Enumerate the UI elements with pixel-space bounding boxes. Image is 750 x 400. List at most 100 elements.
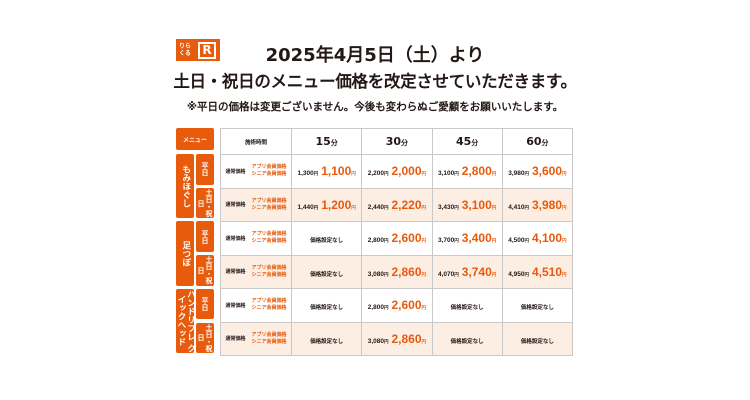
yen-unit: 円 bbox=[421, 305, 427, 311]
member-price-value: 2,600 bbox=[391, 298, 422, 313]
price-cell: 4,070円 3,740円 bbox=[431, 254, 503, 289]
minute-unit: 分 bbox=[541, 139, 549, 147]
yen-unit: 円 bbox=[384, 338, 389, 344]
price-type-cell: 通常価格 アプリ会員価格 シニア会員価格 bbox=[220, 187, 292, 222]
yen-unit: 円 bbox=[491, 171, 497, 177]
yen-unit: 円 bbox=[562, 271, 567, 277]
yen-unit: 円 bbox=[313, 204, 319, 210]
table-row: 通常価格 アプリ会員価格 シニア会員価格 価格設定なし 3,080円 2,860円 4,07… bbox=[220, 254, 574, 289]
member-price-value: 4,510 bbox=[532, 264, 563, 279]
duration-header: 15分 bbox=[290, 128, 363, 155]
member-price-value: 1,100 bbox=[321, 164, 352, 179]
price-cell: 3,100円 2,800円 bbox=[431, 154, 503, 189]
price-cell: 価格設定なし bbox=[501, 321, 574, 356]
senior-member-label: シニア会員価格 bbox=[251, 204, 287, 211]
member-price-value: 3,980 bbox=[532, 197, 563, 212]
regular-price-label: 通常価格 bbox=[225, 168, 246, 175]
yen-unit: 円 bbox=[384, 171, 389, 177]
price-cell: 価格設定なし bbox=[431, 288, 503, 323]
yen-unit: 円 bbox=[524, 271, 530, 277]
regular-price: 1,300円 bbox=[297, 170, 318, 177]
member-price-labels: アプリ会員価格 シニア会員価格 bbox=[252, 164, 287, 178]
senior-member-label: シニア会員価格 bbox=[251, 238, 287, 245]
regular-price-value: 1,440 bbox=[297, 203, 314, 211]
no-price-text: 価格設定なし bbox=[310, 305, 344, 312]
regular-price: 2,800円 bbox=[368, 237, 389, 244]
regular-price: 2,440円 bbox=[368, 204, 389, 211]
price-type-labels: 通常価格 アプリ会員価格 シニア会員価格 bbox=[222, 198, 291, 212]
yen-unit: 円 bbox=[421, 171, 427, 177]
member-price: 2,000円 bbox=[392, 164, 427, 178]
minute-unit: 分 bbox=[471, 139, 479, 147]
regular-price-value: 3,080 bbox=[367, 337, 384, 345]
no-price-text: 価格設定なし bbox=[450, 305, 484, 312]
duration-header: 60分 bbox=[501, 128, 574, 155]
yen-unit: 円 bbox=[351, 171, 356, 177]
yen-unit: 円 bbox=[562, 238, 567, 244]
no-price-text: 価格設定なし bbox=[310, 271, 344, 278]
price-cell: 1,300円 1,100円 bbox=[290, 154, 363, 189]
regular-price-value: 1,300 bbox=[297, 170, 314, 178]
duration-value: 60 bbox=[526, 135, 542, 148]
member-price-value: 3,100 bbox=[461, 197, 492, 212]
member-price-labels: アプリ会員価格 シニア会員価格 bbox=[252, 231, 287, 245]
note: ※平日の価格は変更ございません。今後も変わらぬご愛顧をお願いいたします。 bbox=[186, 101, 564, 113]
header-row: 施術時間 15分 30分 45分 60分 bbox=[220, 128, 574, 155]
yen-unit: 円 bbox=[562, 204, 567, 210]
member-price: 2,220円 bbox=[392, 198, 427, 212]
regular-price: 1,440円 bbox=[297, 204, 318, 211]
yen-unit: 円 bbox=[421, 271, 427, 277]
regular-price-value: 4,410 bbox=[508, 203, 525, 211]
yen-unit: 円 bbox=[384, 238, 389, 244]
yen-unit: 円 bbox=[421, 338, 427, 344]
member-price-value: 3,740 bbox=[461, 264, 492, 279]
senior-member-label: シニア会員価格 bbox=[251, 305, 287, 312]
price-cell: 1,440円 1,200円 bbox=[290, 187, 363, 222]
yen-unit: 円 bbox=[421, 204, 427, 210]
category-label: ハンドリフレ クイックヘッド bbox=[176, 288, 194, 354]
yen-unit: 円 bbox=[524, 238, 530, 244]
day-type-label: 土日・祝日 bbox=[196, 322, 214, 354]
member-price-value: 3,600 bbox=[532, 164, 563, 179]
duration-value: 30 bbox=[385, 135, 402, 148]
member-price-labels: アプリ会員価格 シニア会員価格 bbox=[252, 265, 287, 279]
price-cell: 2,440円 2,220円 bbox=[361, 187, 433, 222]
member-price-value: 1,200 bbox=[321, 197, 352, 212]
member-price: 3,740円 bbox=[462, 265, 497, 279]
minute-unit: 分 bbox=[330, 139, 338, 147]
regular-price-value: 3,980 bbox=[508, 170, 525, 178]
member-price-labels: アプリ会員価格 シニア会員価格 bbox=[252, 332, 287, 346]
category-label: もみほぐし bbox=[176, 154, 194, 219]
member-price-value: 4,100 bbox=[532, 231, 563, 246]
table-row: 通常価格 アプリ会員価格 シニア会員価格 価格設定なし 2,800円 2,600円 3,70… bbox=[220, 221, 574, 256]
regular-price-value: 4,950 bbox=[508, 270, 525, 278]
member-price: 1,100円 bbox=[321, 164, 356, 178]
price-cell: 3,980円 3,600円 bbox=[501, 154, 574, 189]
regular-price: 2,200円 bbox=[368, 170, 389, 177]
price-cell: 2,800円 2,600円 bbox=[361, 288, 433, 323]
price-cell: 3,700円 3,400円 bbox=[431, 221, 503, 256]
regular-price-value: 3,080 bbox=[367, 270, 384, 278]
day-type-label: 平日 bbox=[196, 154, 214, 185]
logo-mark: R bbox=[198, 41, 216, 59]
price-type-cell: 通常価格 アプリ会員価格 シニア会員価格 bbox=[220, 321, 292, 356]
yen-unit: 円 bbox=[351, 204, 356, 210]
member-price: 3,980円 bbox=[532, 198, 567, 212]
regular-price-value: 2,800 bbox=[367, 237, 384, 245]
yen-unit: 円 bbox=[524, 204, 530, 210]
app-member-label: アプリ会員価格 bbox=[251, 264, 287, 271]
regular-price: 4,950円 bbox=[508, 271, 529, 278]
price-cell: 2,200円 2,000円 bbox=[361, 154, 433, 189]
yen-unit: 円 bbox=[313, 171, 319, 177]
yen-unit: 円 bbox=[491, 238, 497, 244]
no-price-text: 価格設定なし bbox=[450, 338, 484, 345]
minute-unit: 分 bbox=[401, 139, 409, 147]
no-price-text: 価格設定なし bbox=[310, 238, 344, 245]
duration-header: 45分 bbox=[431, 128, 503, 155]
time-header: 施術時間 bbox=[220, 128, 292, 155]
price-type-cell: 通常価格 アプリ会員価格 シニア会員価格 bbox=[220, 154, 292, 189]
regular-price: 3,100円 bbox=[438, 170, 459, 177]
regular-price-value: 3,430 bbox=[437, 203, 455, 211]
no-price-text: 価格設定なし bbox=[520, 338, 554, 345]
price-type-cell: 通常価格 アプリ会員価格 シニア会員価格 bbox=[220, 254, 292, 289]
